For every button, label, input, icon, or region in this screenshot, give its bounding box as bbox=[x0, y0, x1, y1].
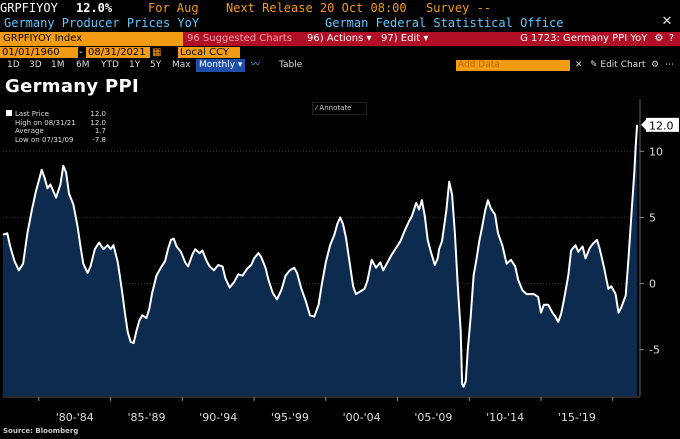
legend-swatch bbox=[6, 110, 12, 116]
survey-label: Survey -- bbox=[426, 1, 492, 15]
collapse-icon[interactable]: ✕ bbox=[575, 60, 583, 70]
legend-high-value: 12.0 bbox=[90, 118, 106, 127]
chart-title: Germany PPI bbox=[5, 76, 139, 97]
edit-chart-button[interactable]: ✎ Edit Chart bbox=[590, 60, 646, 70]
currency-select[interactable]: Local CCY bbox=[178, 47, 240, 58]
legend-low-value: -7.8 bbox=[92, 135, 106, 144]
help-icon[interactable]: ? bbox=[668, 33, 674, 44]
annotate-label: Annotate bbox=[319, 104, 352, 112]
period-label: For Aug bbox=[148, 1, 199, 15]
x-tick-label: '05-'09 bbox=[414, 411, 452, 424]
x-tick-label: '15-'19 bbox=[558, 411, 596, 424]
add-data-input[interactable]: Add Data bbox=[456, 60, 570, 71]
period-6m[interactable]: 6M bbox=[76, 60, 90, 70]
command-bar: GRPFIYOY Index 96 Suggested Charts 96) A… bbox=[0, 32, 680, 46]
chart-toolbar: 1D 3D 1M 6M YTD 1Y 5Y Max Monthly ▾ 〰 Ta… bbox=[0, 59, 680, 72]
area-fill bbox=[3, 124, 638, 397]
close-icon[interactable]: ✕ bbox=[661, 14, 673, 29]
settings-icon[interactable]: ⚙ bbox=[651, 60, 660, 70]
last-value-label: 12.0 bbox=[649, 119, 674, 132]
last-value: 12.0% bbox=[76, 1, 113, 15]
ticker-label[interactable]: GRPFIYOY bbox=[0, 1, 58, 15]
legend-average-value: 1.7 bbox=[94, 127, 106, 135]
legend-average: Average 1.7 bbox=[6, 127, 106, 136]
series-line bbox=[2, 124, 639, 388]
end-date-field[interactable]: 08/31/2021 bbox=[86, 47, 150, 58]
pencil-icon: ⁄ bbox=[316, 104, 318, 112]
calendar-icon[interactable]: ▦ bbox=[152, 47, 162, 58]
legend-last-price-value: 12.0 bbox=[90, 110, 106, 118]
suggested-charts-button[interactable]: 96 Suggested Charts bbox=[187, 33, 292, 44]
line-chart-icon[interactable]: 〰 bbox=[251, 60, 261, 70]
table-button[interactable]: Table bbox=[279, 60, 303, 70]
start-date-field[interactable]: 01/01/1960 bbox=[0, 47, 78, 58]
legend-last-price-label: Last Price bbox=[15, 110, 49, 118]
y-tick-label: 0 bbox=[649, 278, 656, 291]
security-header: GRPFIYOY 12.0% For Aug Next Release 20 O… bbox=[0, 0, 680, 16]
last-value-pointer bbox=[641, 119, 646, 130]
y-tick-label: 10 bbox=[649, 145, 663, 158]
edit-menu[interactable]: 97) Edit ▾ bbox=[381, 33, 429, 44]
security-subheader: Germany Producer Prices YoY German Feder… bbox=[0, 16, 680, 32]
chart-plot bbox=[2, 124, 639, 397]
period-ytd[interactable]: YTD bbox=[101, 60, 119, 70]
y-tick-label: -5 bbox=[649, 344, 660, 357]
x-axis: '80-'84 '85-'89 '90-'94 '95-'99 '00-'04 '05-'… bbox=[3, 396, 640, 424]
legend-high-label: High on 08/31/21 bbox=[15, 118, 76, 127]
date-range-row: 01/01/1960 - 08/31/2021 ▦ Local CCY bbox=[0, 46, 680, 59]
y-tick-label: 5 bbox=[649, 211, 656, 224]
more-options-icon[interactable]: ⋯ bbox=[665, 60, 674, 70]
x-tick-label: '85-'89 bbox=[127, 411, 165, 424]
x-tick-label: '95-'99 bbox=[271, 411, 309, 424]
period-max[interactable]: Max bbox=[172, 60, 191, 70]
y-axis: -5 0 5 10 12.0 bbox=[639, 99, 679, 396]
security-field[interactable]: GRPFIYOY Index bbox=[0, 32, 183, 46]
period-5y[interactable]: 5Y bbox=[150, 60, 162, 70]
annotate-button[interactable]: ⁄ Annotate bbox=[312, 102, 367, 115]
legend-low: Low on 07/31/09 -7.8 bbox=[6, 136, 106, 145]
source-label: German Federal Statistical Office bbox=[325, 16, 564, 30]
x-tick-label: '90-'94 bbox=[199, 411, 237, 424]
period-1y[interactable]: 1Y bbox=[129, 60, 141, 70]
frequency-select[interactable]: Monthly ▾ bbox=[196, 59, 246, 72]
date-separator: - bbox=[79, 47, 83, 58]
chart-legend: Last Price 12.0 High on 08/31/21 12.0 Av… bbox=[6, 110, 106, 144]
period-3d[interactable]: 3D bbox=[29, 60, 42, 70]
x-tick-label: '80-'84 bbox=[56, 411, 94, 424]
period-1m[interactable]: 1M bbox=[51, 60, 65, 70]
x-tick-label: '00-'04 bbox=[343, 411, 381, 424]
series-description: Germany Producer Prices YoY bbox=[4, 16, 200, 30]
source-footer: Source: Bloomberg bbox=[3, 427, 79, 435]
period-1d[interactable]: 1D bbox=[7, 60, 20, 70]
actions-menu[interactable]: 96) Actions ▾ bbox=[307, 33, 372, 44]
legend-high: High on 08/31/21 12.0 bbox=[6, 119, 106, 128]
settings-icon[interactable]: ⚙ bbox=[654, 33, 664, 44]
legend-last-price[interactable]: Last Price 12.0 bbox=[6, 110, 106, 119]
chart-id: G 1723: Germany PPI YoY bbox=[520, 33, 648, 44]
next-release: Next Release 20 Oct 08:00 bbox=[226, 1, 407, 15]
last-value-box bbox=[646, 117, 679, 132]
x-tick-label: '10-'14 bbox=[486, 411, 524, 424]
legend-low-label: Low on 07/31/09 bbox=[15, 135, 74, 144]
legend-average-label: Average bbox=[15, 127, 44, 135]
chart-id-label[interactable]: G 1723: Germany PPI YoY ⚙ ? bbox=[520, 32, 674, 46]
